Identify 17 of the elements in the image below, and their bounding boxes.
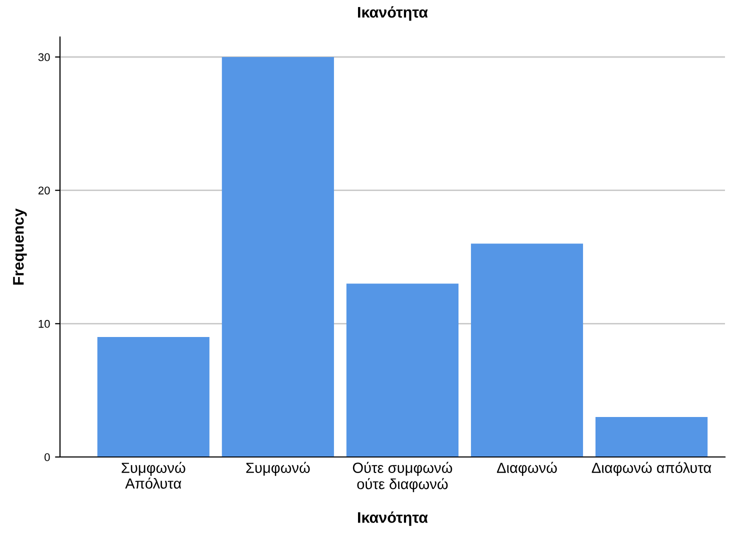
bar: [222, 57, 334, 457]
bar: [470, 244, 584, 457]
y-tick-label: 0: [44, 453, 50, 462]
x-tick-label: Συμφωνώ: [246, 462, 310, 476]
x-tick-label: Ούτε συμφωνώ ούτε διαφωνώ: [352, 462, 452, 492]
x-tick-label: Συμφωνώ Απόλυτα: [122, 462, 186, 489]
y-axis-title: Frequency: [13, 208, 27, 285]
bar: [97, 337, 210, 457]
y-tick-label: 30: [38, 53, 50, 62]
x-axis-title: Ικανότητα: [358, 512, 428, 526]
y-tick-label: 20: [38, 186, 50, 194]
chart-title: Ικανότητα: [358, 6, 428, 21]
y-tick-label: 10: [38, 320, 50, 328]
bar: [346, 284, 458, 457]
x-tick-label: Διαφωνώ απόλυτα: [592, 462, 712, 476]
x-tick-label: Διαφωνώ: [496, 462, 557, 476]
bar: [595, 417, 708, 457]
